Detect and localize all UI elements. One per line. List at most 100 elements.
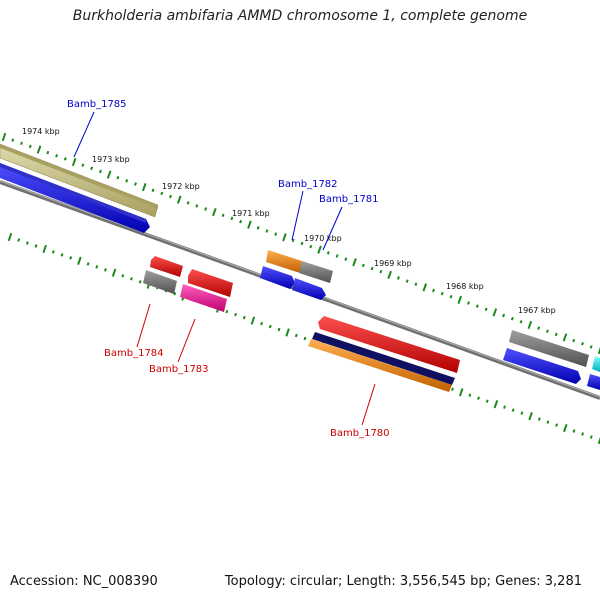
gene-blue-1[interactable] [260,266,295,289]
ruler-major-tick [1,132,7,142]
ruler-minor-tick [572,338,576,343]
ruler-minor-tick [485,399,489,403]
ruler-label-1974: 1974 kbp [22,127,60,136]
leader-bamb-1780 [361,383,376,426]
ruler-minor-tick [519,320,523,324]
ruler-major-tick [42,244,47,254]
ruler-minor-tick [204,207,208,211]
label-bamb-1780[interactable]: Bamb_1780 [330,428,390,439]
leader-bamb-1782 [291,190,304,241]
ruler-minor-tick [186,201,190,205]
ruler-minor-tick [545,329,549,333]
ruler-minor-tick [379,269,383,274]
ruler-minor-tick [260,321,264,326]
gene-red-1[interactable] [150,256,183,277]
gene-orange-2[interactable] [308,339,452,392]
ruler-major-tick [352,258,357,267]
ruler-label-1973: 1973 kbp [92,155,130,164]
ruler-minor-tick [589,345,593,349]
ruler-minor-tick [230,216,234,221]
gene-blue-3[interactable] [587,374,600,390]
gene-bamb-1781[interactable] [292,278,326,300]
ruler-minor-tick [81,163,85,167]
ruler-minor-tick [160,191,164,196]
ruler-major-tick [106,170,112,179]
ruler-major-tick [597,436,600,445]
ruler-minor-tick [239,219,243,224]
label-bamb-1784[interactable]: Bamb_1784 [104,348,164,359]
gene-cyan[interactable] [592,356,600,372]
gene-gray-3[interactable] [509,330,589,367]
ruler-major-tick [77,256,82,266]
ruler-major-tick [387,270,392,279]
ruler-minor-tick [468,393,472,397]
ruler-minor-tick [46,150,50,155]
gene-blue-2[interactable] [503,348,581,384]
ruler-minor-tick [572,429,576,433]
ruler-label-1969: 1969 kbp [374,259,412,268]
ruler-minor-tick [303,336,307,341]
ruler-major-tick [562,333,568,342]
ruler-minor-tick [432,288,435,293]
ruler-major-tick [492,308,498,317]
ruler-major-tick [285,328,290,337]
ruler-minor-tick [134,182,137,186]
ruler-minor-tick [130,277,133,281]
ruler-minor-tick [242,315,246,320]
label-bamb-1783[interactable]: Bamb_1783 [149,364,209,375]
gene-red-2[interactable] [188,269,233,297]
ruler-minor-tick [90,166,94,171]
ruler-major-tick [563,423,568,433]
page-title: Burkholderia ambifaria AMMD chromosome 1… [72,8,528,24]
ruler-major-tick [422,283,428,292]
gene-gray-2[interactable] [143,270,177,294]
gene-bamb-1783[interactable] [180,284,227,312]
ruler-minor-tick [151,188,155,193]
ruler-minor-tick [277,327,281,332]
gene-bamb-1780[interactable] [312,332,455,385]
leader-bamb-1781 [322,206,343,251]
ruler-ticks-upper [1,132,600,355]
ruler-minor-tick [326,251,330,255]
gene-red-3[interactable] [318,316,460,373]
label-bamb-1781[interactable]: Bamb_1781 [319,194,379,205]
ruler-minor-tick [256,226,260,230]
ruler-minor-tick [414,282,418,286]
ruler-minor-tick [138,280,142,284]
ruler-minor-tick [195,204,199,208]
ruler-minor-tick [274,232,278,236]
ruler-minor-tick [86,262,90,266]
ruler-minor-tick [17,238,21,242]
ruler-minor-tick [589,435,593,439]
ruler-minor-tick [451,387,454,392]
ruler-major-tick [250,316,256,325]
ruler-minor-tick [503,405,506,409]
ruler-major-tick [111,268,117,277]
ruler-minor-tick [581,432,585,436]
ruler-minor-tick [405,279,409,283]
ruler-minor-tick [370,266,374,271]
ruler-major-tick [493,400,499,409]
label-bamb-1782[interactable]: Bamb_1782 [278,179,338,190]
gene-gray-1[interactable] [299,261,333,283]
ruler-minor-tick [51,250,55,254]
ruler-minor-tick [55,154,59,158]
ruler-minor-tick [28,144,32,149]
genome-summary: Topology: circular; Length: 3,556,545 bp… [224,574,582,589]
ruler-minor-tick [581,341,584,346]
ruler-major-tick [457,295,463,304]
ruler-minor-tick [225,309,229,314]
ruler-major-tick [36,145,42,154]
label-bamb-1785[interactable]: Bamb_1785 [67,99,127,110]
ruler-minor-tick [555,423,559,427]
ruler-minor-tick [34,244,38,248]
ruler-minor-tick [60,253,64,257]
leader-bamb-1783 [177,318,196,363]
leader-bamb-1784 [136,303,151,348]
ruler-minor-tick [510,316,514,321]
ruler-minor-tick [294,333,298,338]
ruler-minor-tick [396,276,400,280]
ruler-major-tick [7,232,13,242]
gene-bamb-1782[interactable] [266,250,302,273]
